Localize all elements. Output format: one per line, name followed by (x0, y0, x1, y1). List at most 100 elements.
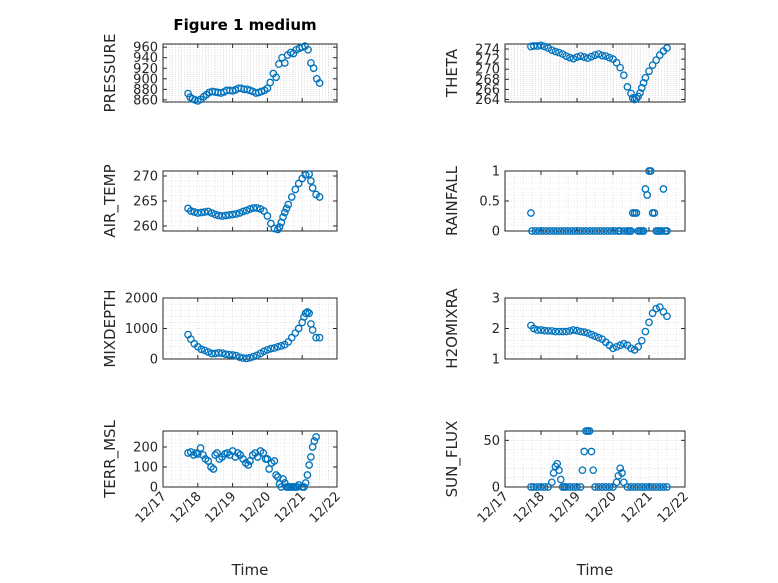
data-point (567, 227, 576, 235)
data-point (527, 209, 535, 217)
data-point (225, 350, 233, 359)
data-point (280, 59, 289, 67)
data-point (609, 344, 617, 353)
data-point (291, 185, 300, 194)
data-point (565, 327, 574, 335)
data-point (659, 185, 668, 193)
y-axis-label: THETA (443, 48, 461, 98)
data-point (242, 206, 251, 215)
y-tick-label: 268 (475, 73, 500, 88)
data-point (272, 471, 280, 479)
data-point (607, 227, 616, 235)
data-point (580, 53, 589, 61)
data-point (307, 177, 315, 185)
y-tick-label: 0 (150, 353, 158, 368)
data-point (184, 89, 192, 98)
data-point (589, 227, 598, 235)
data-point (533, 42, 542, 50)
data-point (623, 83, 632, 91)
data-point (538, 227, 547, 235)
data-point (535, 227, 544, 235)
data-point (270, 457, 279, 465)
data-point (273, 342, 282, 351)
data-point (583, 329, 592, 337)
data-point (315, 333, 324, 342)
y-axis-label: MIXDEPTH (101, 289, 119, 367)
data-point (207, 209, 216, 217)
data-point (197, 208, 206, 217)
data-point (634, 483, 643, 491)
y-tick-label: 272 (475, 53, 500, 68)
data-point (558, 327, 567, 336)
data-point (616, 464, 625, 473)
data-point (312, 433, 320, 441)
y-tick-label: 0.5 (479, 195, 500, 210)
data-point (200, 208, 209, 216)
data-point (591, 483, 599, 491)
panel-2: 260 265 270 AIR_TEMP (101, 164, 338, 238)
y-tick-label: 940 (133, 51, 158, 66)
data-point (301, 479, 310, 487)
x-axis-label: Time (576, 561, 614, 579)
data-point (601, 52, 610, 60)
data-point (569, 54, 578, 63)
data-point (270, 224, 279, 233)
y-tick-label: 860 (133, 93, 158, 108)
data-point (315, 79, 324, 87)
data-point (645, 67, 653, 76)
data-point (228, 351, 237, 359)
data-point (663, 227, 671, 235)
data-point (571, 227, 580, 235)
data-point (659, 307, 668, 316)
y-axis-label: AIR_TEMP (101, 164, 120, 237)
data-point (193, 209, 202, 217)
y-tick-label: 2 (492, 322, 500, 337)
y-tick-label: 2000 (125, 292, 158, 307)
data-point (555, 327, 563, 336)
data-point (573, 483, 581, 491)
y-tick-label: 270 (133, 170, 158, 185)
data-point (529, 483, 538, 491)
data-point (221, 211, 230, 220)
data-point (576, 52, 585, 60)
data-point (204, 207, 213, 216)
data-point (578, 466, 587, 475)
data-point (605, 53, 614, 62)
data-point (630, 483, 639, 491)
data-point (553, 227, 562, 235)
y-tick-label: 920 (133, 62, 158, 77)
data-point (555, 48, 563, 57)
data-point (228, 210, 237, 219)
data-point (308, 184, 317, 192)
data-point (197, 345, 206, 354)
data-point (546, 227, 554, 235)
data-point (652, 56, 661, 64)
data-point (540, 483, 549, 491)
data-point (556, 475, 565, 484)
data-point (576, 327, 585, 336)
y-axis-label: TERR_MSL (101, 419, 120, 498)
data-point (232, 351, 240, 360)
data-point (560, 227, 569, 235)
data-point (639, 227, 648, 235)
data-point (659, 483, 668, 491)
data-point (186, 207, 195, 215)
data-point (305, 461, 314, 469)
data-point (585, 227, 594, 235)
data-point (641, 327, 650, 336)
data-point (312, 333, 320, 342)
data-point (263, 212, 272, 220)
y-tick-label: 900 (133, 72, 158, 87)
data-point (562, 483, 571, 491)
data-point (610, 227, 619, 235)
data-point (193, 450, 202, 458)
data-point (628, 94, 637, 102)
data-point (639, 78, 648, 87)
y-tick-label: 270 (475, 63, 500, 78)
data-point (619, 227, 628, 235)
y-tick-label: 960 (133, 41, 158, 56)
data-point (637, 336, 646, 345)
y-tick-label: 274 (475, 43, 500, 58)
